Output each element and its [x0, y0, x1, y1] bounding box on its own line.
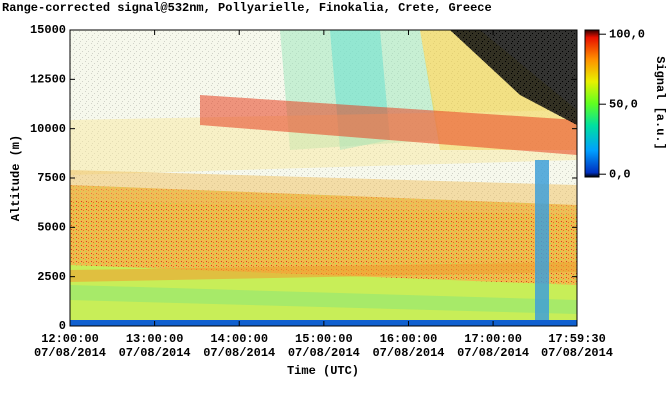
- y-tick-label: 2500: [37, 270, 66, 284]
- colorbar: [584, 29, 600, 178]
- colorbar-tick-label: 100,0: [609, 27, 645, 41]
- x-tick-date: 07/08/2014: [288, 346, 360, 360]
- y-tick-label: 7500: [37, 171, 66, 185]
- x-tick-label: 14:00:00: [210, 332, 268, 346]
- x-axis-label: Time (UTC): [287, 364, 359, 378]
- y-axis-label: Altitude (m): [9, 135, 23, 221]
- x-tick-label: 17:00:00: [464, 332, 522, 346]
- x-tick-label: 16:00:00: [380, 332, 438, 346]
- x-tick-date: 07/08/2014: [541, 346, 613, 360]
- colorbar-tick-label: 0,0: [609, 167, 631, 181]
- x-tick-date: 07/08/2014: [457, 346, 529, 360]
- colorbar-tick-label: 50,0: [609, 97, 638, 111]
- x-tick-date: 07/08/2014: [119, 346, 191, 360]
- x-tick-label: 17:59:30: [548, 332, 606, 346]
- y-tick-label: 5000: [37, 221, 66, 235]
- x-tick-label: 13:00:00: [126, 332, 184, 346]
- x-tick-date: 07/08/2014: [203, 346, 275, 360]
- y-tick-label: 10000: [30, 122, 66, 136]
- y-tick-label: 12500: [30, 73, 66, 87]
- x-tick-date: 07/08/2014: [372, 346, 444, 360]
- x-tick-label: 12:00:00: [41, 332, 99, 346]
- heatmap: [70, 30, 577, 326]
- y-tick-label: 15000: [30, 23, 66, 37]
- y-tick-label: 0: [59, 319, 66, 333]
- chart-title: Range-corrected signal@532nm, Pollyariel…: [2, 1, 492, 15]
- x-tick-label: 15:00:00: [295, 332, 353, 346]
- colorbar-label: Signal [a.u.]: [653, 56, 667, 150]
- x-tick-date: 07/08/2014: [34, 346, 106, 360]
